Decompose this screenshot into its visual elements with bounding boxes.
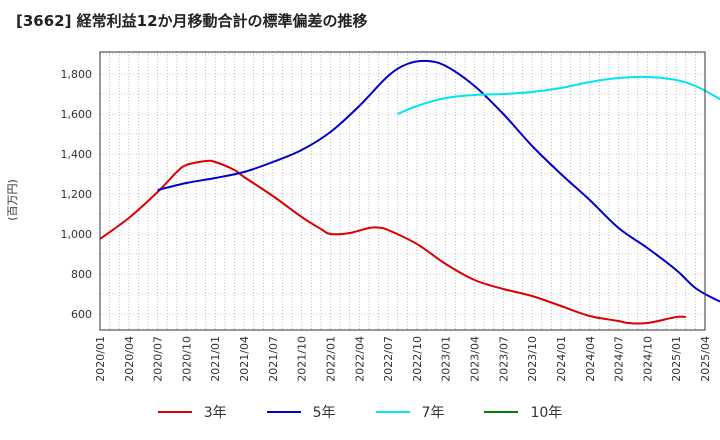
series-layer — [99, 59, 720, 325]
y-tick-label: 1,200 — [61, 188, 93, 201]
series-line-1 — [99, 159, 686, 325]
x-tick-label: 2024/04 — [584, 336, 597, 382]
legend-item: 10年 — [484, 402, 562, 422]
x-tick-label: 2021/04 — [238, 336, 251, 382]
x-tick-label: 2022/10 — [411, 336, 424, 382]
x-tick-label: 2023/07 — [497, 336, 510, 382]
x-tick-label: 2021/10 — [296, 336, 309, 382]
y-tick-label: 600 — [71, 308, 92, 321]
legend-label: 7年 — [421, 405, 445, 421]
legend-swatch — [375, 411, 410, 413]
x-tick-label: 2022/01 — [324, 336, 337, 382]
x-tick-label: 2022/07 — [382, 336, 395, 382]
legend-item: 7年 — [375, 402, 445, 422]
legend-label: 10年 — [530, 405, 563, 421]
x-tick-label: 2020/07 — [152, 336, 165, 382]
x-tick-label: 2024/07 — [613, 336, 626, 382]
x-tick-label: 2024/01 — [555, 336, 568, 382]
y-tick-labels: 600 800 1,000 1,200 1,400 1,600 1,800 — [61, 68, 93, 321]
legend-swatch — [484, 411, 519, 413]
legend-item: 3年 — [157, 402, 227, 422]
x-tick-labels: 2020/01 2020/04 2020/07 2020/10 2021/01 2021/… — [94, 336, 712, 382]
legend-swatch — [157, 411, 192, 413]
series-line-2 — [157, 59, 720, 303]
x-tick-label: 2020/04 — [123, 336, 136, 382]
legend-label: 3年 — [203, 405, 227, 421]
x-tick-label: 2023/01 — [440, 336, 453, 382]
x-tick-label: 2024/10 — [641, 336, 654, 382]
plot-background — [100, 52, 705, 330]
x-tick-label: 2025/04 — [699, 336, 712, 382]
legend: 3年 5年 7年 10年 — [0, 402, 720, 422]
x-tick-label: 2021/07 — [267, 336, 280, 382]
legend-label: 5年 — [312, 405, 336, 421]
series-line-3 — [397, 75, 720, 115]
x-tick-label: 2021/01 — [209, 336, 222, 382]
y-tick-label: 1,800 — [61, 68, 93, 81]
legend-swatch — [266, 411, 301, 413]
x-tick-label: 2025/01 — [670, 336, 683, 382]
y-tick-label: 1,400 — [61, 148, 93, 161]
x-tick-label: 2020/01 — [94, 336, 107, 382]
legend-item: 5年 — [266, 402, 336, 422]
x-tick-label: 2023/04 — [469, 336, 482, 382]
x-tick-label: 2023/10 — [526, 336, 539, 382]
y-tick-label: 1,000 — [61, 228, 93, 241]
y-axis-label: (百万円) — [6, 179, 19, 221]
plot-frame — [99, 51, 706, 331]
x-tick-label: 2020/10 — [180, 336, 193, 382]
x-tick-label: 2022/04 — [353, 336, 366, 382]
chart-title: [3662] 経常利益12か月移動合計の標準偏差の推移 — [16, 12, 368, 30]
y-tick-label: 1,600 — [61, 108, 93, 121]
y-tick-label: 800 — [71, 268, 92, 281]
